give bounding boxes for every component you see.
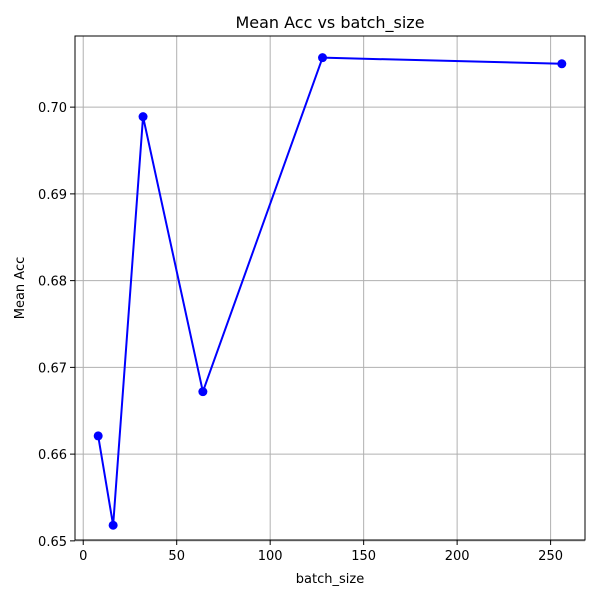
y-tick-label: 0.70: [38, 101, 67, 116]
data-point: [108, 520, 118, 530]
series-layer: [93, 53, 567, 530]
data-point: [198, 387, 208, 397]
x-axis-label: batch_size: [296, 572, 364, 587]
y-tick-label: 0.65: [38, 535, 67, 550]
x-tick-label: 150: [351, 549, 376, 564]
x-tick-label: 100: [258, 549, 283, 564]
y-tick-label: 0.67: [38, 361, 67, 376]
x-tick-label: 0: [79, 549, 87, 564]
x-tick-label: 200: [445, 549, 470, 564]
y-tick-label: 0.66: [38, 448, 67, 463]
data-point: [557, 59, 567, 69]
data-point: [93, 431, 103, 441]
y-tick-label: 0.68: [38, 275, 67, 290]
chart-title: Mean Acc vs batch_size: [235, 13, 424, 33]
data-point: [138, 112, 148, 122]
x-tick-label: 250: [538, 549, 563, 564]
x-tick-label: 50: [168, 549, 185, 564]
plot-frame: [74, 35, 586, 541]
y-axis-label: Mean Acc: [13, 257, 28, 320]
series-line: [97, 56, 562, 527]
axis-ticks: 0 50 100 150 200 250 0.65 0.66 0.67 0.68 0.69 0.70: [38, 101, 563, 564]
data-point: [318, 53, 328, 63]
y-tick-label: 0.69: [38, 188, 67, 203]
